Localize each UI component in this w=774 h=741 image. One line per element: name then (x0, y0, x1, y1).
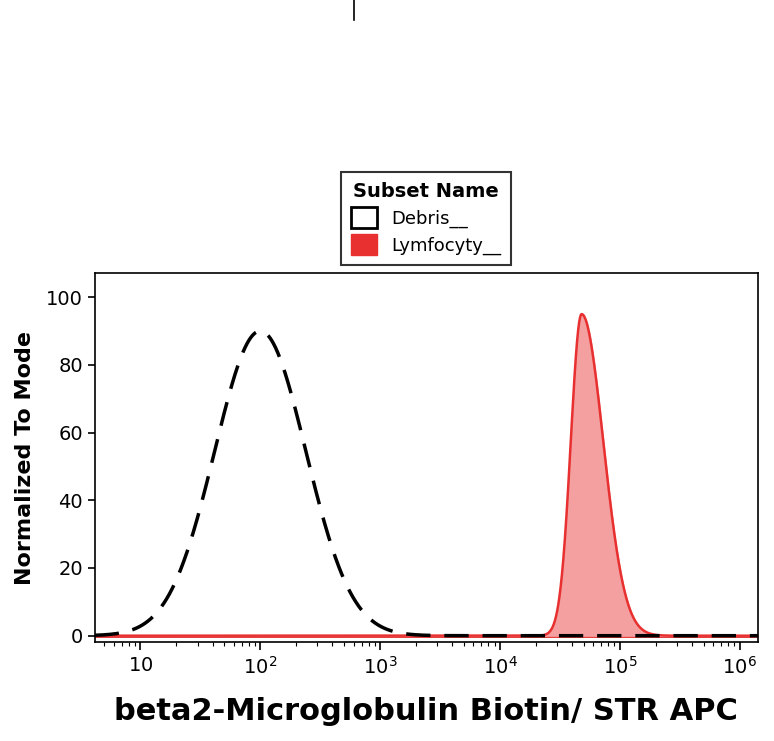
Legend: Debris__, Lymfocyty__: Debris__, Lymfocyty__ (341, 172, 511, 265)
X-axis label: beta2-Microglobulin Biotin/ STR APC: beta2-Microglobulin Biotin/ STR APC (115, 697, 738, 726)
Y-axis label: Normalized To Mode: Normalized To Mode (15, 331, 35, 585)
